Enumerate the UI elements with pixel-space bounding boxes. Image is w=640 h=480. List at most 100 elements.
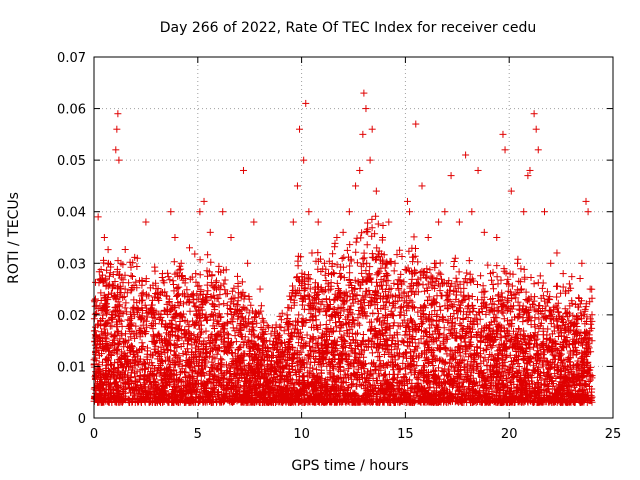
- data-point: [534, 146, 542, 154]
- data-point: [540, 208, 548, 216]
- data-point: [487, 270, 495, 278]
- data-point: [447, 172, 455, 180]
- x-tick-label: 0: [90, 427, 98, 442]
- data-point: [185, 244, 193, 252]
- data-point: [300, 156, 308, 164]
- data-point: [403, 197, 411, 205]
- data-point: [474, 166, 482, 174]
- data-point: [520, 208, 528, 216]
- data-point: [134, 352, 142, 360]
- data-point: [167, 208, 175, 216]
- data-point: [352, 182, 360, 190]
- data-point: [514, 259, 522, 267]
- x-tick-label: 25: [605, 427, 622, 442]
- data-point: [94, 213, 102, 221]
- data-point: [227, 234, 235, 241]
- y-tick-label: 0.07: [57, 51, 86, 66]
- data-point: [305, 208, 313, 216]
- data-point: [150, 311, 158, 319]
- data-point: [192, 270, 200, 278]
- data-point: [333, 234, 341, 241]
- data-point: [385, 218, 393, 226]
- data-point: [159, 270, 167, 278]
- data-point: [379, 234, 387, 241]
- data-point: [105, 259, 113, 267]
- y-tick-label: 0.01: [57, 360, 86, 375]
- data-point: [206, 228, 214, 236]
- x-tick-label: 15: [397, 427, 414, 442]
- data-point: [493, 234, 501, 241]
- data-point: [115, 156, 123, 164]
- data-point: [345, 208, 353, 216]
- data-point: [499, 130, 507, 138]
- data-point: [113, 125, 121, 133]
- data-point: [250, 218, 258, 226]
- data-point: [296, 125, 304, 133]
- data-point: [391, 259, 399, 267]
- x-tick-label: 20: [501, 427, 518, 442]
- data-point: [114, 110, 122, 118]
- data-point: [100, 234, 108, 241]
- data-point: [586, 285, 594, 293]
- data-point: [397, 280, 405, 288]
- data-point: [578, 259, 586, 267]
- data-point: [142, 218, 150, 226]
- plot-frame: [93, 56, 614, 419]
- data-point: [435, 218, 443, 226]
- data-point: [565, 280, 573, 288]
- data-point: [572, 301, 580, 309]
- data-point: [441, 208, 449, 216]
- data-point: [418, 182, 426, 190]
- data-point: [559, 270, 567, 278]
- data-point: [530, 110, 538, 118]
- y-tick-label: 0.03: [57, 257, 86, 272]
- data-point: [308, 249, 316, 257]
- data-point: [109, 311, 117, 319]
- data-point: [339, 228, 347, 236]
- x-tick-label: 10: [293, 427, 310, 442]
- data-point: [293, 182, 301, 190]
- y-axis-label: ROTI / TECUs: [6, 192, 22, 284]
- data-point: [368, 125, 376, 133]
- data-point: [372, 187, 380, 195]
- data-point: [584, 208, 592, 216]
- data-point: [271, 362, 279, 370]
- data-point: [233, 301, 241, 309]
- data-point: [289, 218, 297, 226]
- data-point: [127, 321, 135, 329]
- data-point: [212, 285, 220, 293]
- data-point: [244, 259, 252, 267]
- data-point: [462, 151, 470, 159]
- data-point: [121, 285, 129, 293]
- y-tick-label: 0.04: [57, 206, 86, 221]
- data-point: [468, 208, 476, 216]
- data-point: [320, 259, 328, 267]
- data-point: [507, 187, 515, 195]
- data-point: [501, 146, 509, 154]
- data-point: [91, 373, 99, 381]
- data-points: [90, 89, 596, 406]
- data-point: [406, 208, 414, 216]
- y-tick-label: 0.06: [57, 103, 86, 118]
- data-point: [366, 156, 374, 164]
- point-cloud-path: [90, 212, 596, 406]
- data-point: [256, 285, 264, 293]
- data-point: [239, 166, 247, 174]
- data-point: [430, 259, 438, 267]
- y-tick-label: 0.02: [57, 309, 86, 324]
- data-point: [455, 218, 463, 226]
- data-point: [356, 166, 364, 174]
- data-point: [196, 208, 204, 216]
- data-point: [327, 285, 335, 293]
- data-point: [177, 259, 185, 267]
- data-point: [117, 259, 125, 267]
- x-axis-label: GPS time / hours: [291, 458, 408, 474]
- x-tick-label: 5: [194, 427, 202, 442]
- data-point: [424, 234, 432, 241]
- roti-point-cloud: [90, 212, 596, 406]
- data-point: [96, 337, 104, 345]
- data-point: [200, 197, 208, 205]
- data-point: [362, 105, 370, 113]
- data-point: [283, 311, 291, 319]
- data-point: [480, 228, 488, 236]
